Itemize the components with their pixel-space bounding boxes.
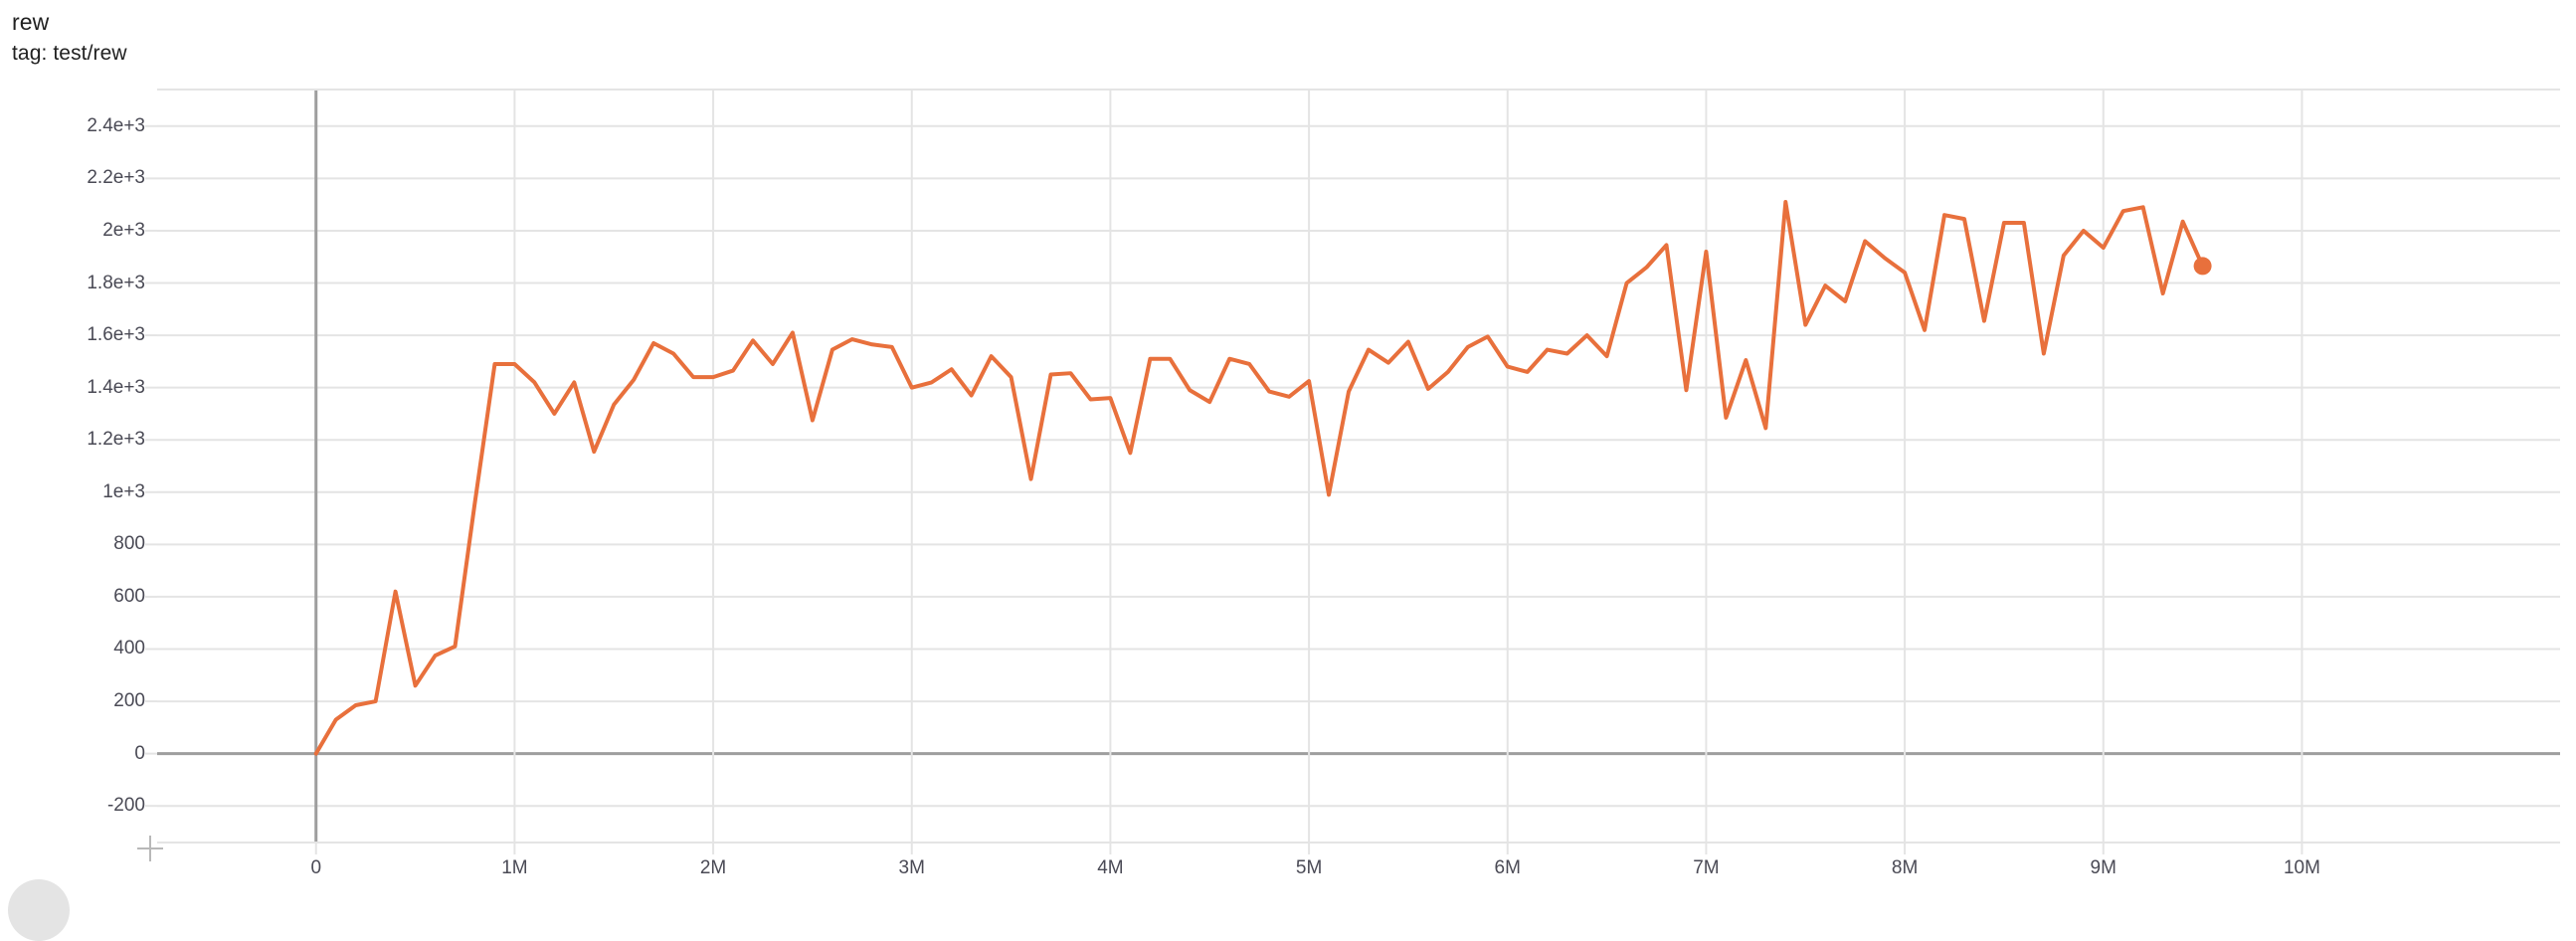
corner-decoration — [8, 879, 70, 941]
x-axis-tick-label: 10M — [2283, 857, 2320, 878]
x-axis-tick-label: 6M — [1494, 857, 1521, 878]
x-axis-tick-label: 9M — [2090, 857, 2116, 878]
x-axis-tick-labels: 0 1M 2M 3M 4M 5M 6M 7M 8M 9M 10M — [157, 857, 2560, 887]
y-axis-tick-label: 2e+3 — [102, 219, 145, 241]
x-axis-tick-label: 4M — [1097, 857, 1124, 878]
x-axis-tick-label: 3M — [898, 857, 925, 878]
data-series-layer — [313, 200, 2212, 756]
crosshair-cursor-icon — [137, 836, 163, 861]
chart-card: rew tag: test/rew 2.4e+3 2.2e+3 2e+3 1.8e+3… — [0, 8, 2560, 941]
y-axis-tick-label: 1e+3 — [102, 480, 145, 502]
y-axis-tick-label: 1.2e+3 — [87, 429, 145, 451]
x-axis-tick-label: 8M — [1891, 857, 1919, 878]
y-axis-tick-marks — [145, 124, 157, 808]
chart-header: rew tag: test/rew — [12, 8, 127, 67]
plot-frame[interactable] — [157, 89, 2560, 844]
y-axis-tick-label: 800 — [113, 533, 145, 555]
y-axis-tick-label: -200 — [106, 795, 145, 817]
y-axis-tick-label: 400 — [113, 638, 145, 659]
y-axis-tick-label: 1.8e+3 — [87, 272, 145, 293]
x-axis-tick-label: 7M — [1693, 857, 1720, 878]
chart-tag-subtitle: tag: test/rew — [12, 41, 127, 65]
plot-area[interactable] — [157, 89, 2560, 844]
x-axis-tick-label: 2M — [699, 857, 727, 878]
page-title: rew — [12, 9, 50, 35]
y-axis-tick-label: 2.4e+3 — [87, 114, 145, 136]
x-axis-tick-label: 0 — [310, 857, 322, 878]
x-axis-tick-label: 5M — [1295, 857, 1323, 878]
x-axis-tick-marks — [314, 843, 2303, 854]
y-axis-tick-label: 200 — [113, 690, 145, 712]
y-axis-tick-label: 2.2e+3 — [87, 167, 145, 189]
y-axis-tick-label: 1.6e+3 — [87, 324, 145, 346]
gridlines — [157, 89, 2560, 844]
y-axis-tick-label: 1.4e+3 — [87, 376, 145, 398]
y-axis-tick-label: 600 — [113, 585, 145, 607]
x-axis-tick-label: 1M — [501, 857, 528, 878]
y-axis-tick-labels: 2.4e+3 2.2e+3 2e+3 1.8e+3 1.6e+3 1.4e+3 1.2e+3… — [0, 90, 145, 843]
y-axis-tick-label: 0 — [134, 742, 145, 764]
